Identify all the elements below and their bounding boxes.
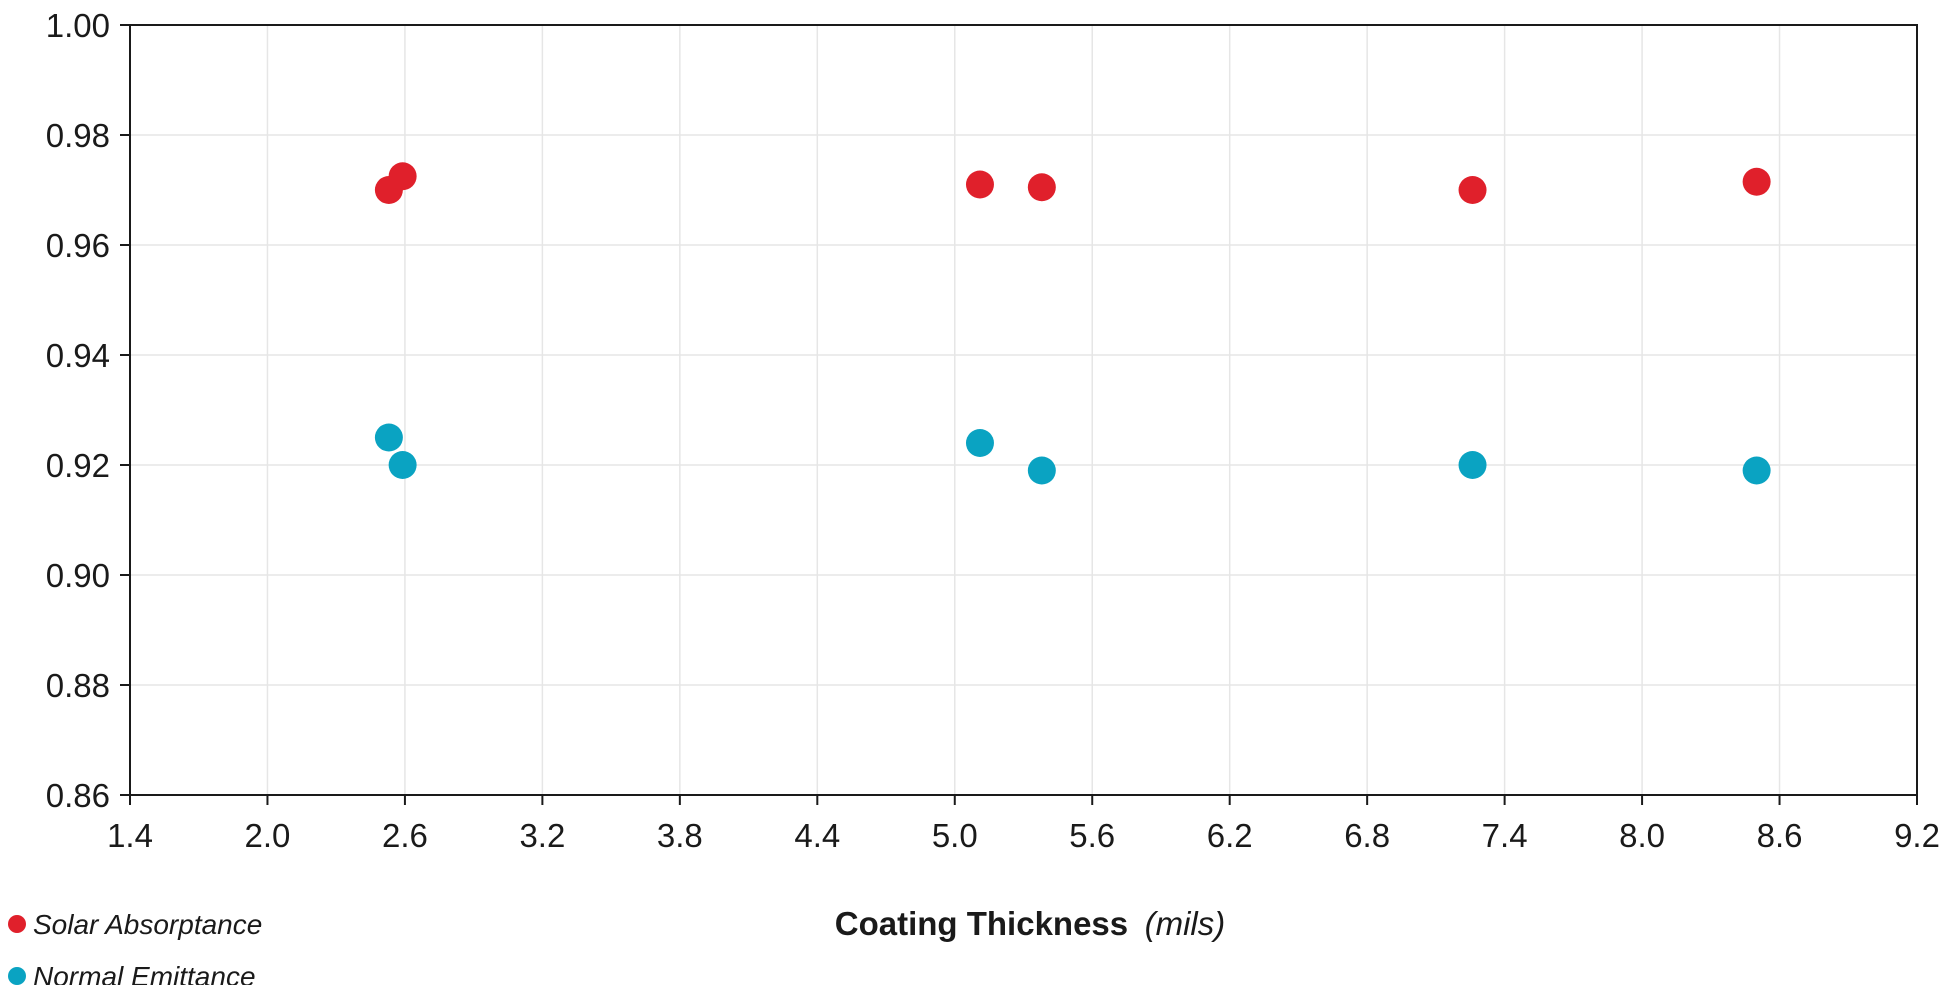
data-point [374,423,403,452]
series-normal-emittance [374,423,1771,485]
y-tick-label: 0.94 [46,337,110,374]
data-point [1742,456,1771,485]
data-point [965,429,994,457]
grid [129,24,1918,796]
x-tick-label: 6.2 [1207,817,1253,854]
data-points [374,162,1771,485]
y-tick-label: 0.90 [46,557,110,594]
legend: Solar Absorptance Normal Emittance [8,909,262,985]
plot-frame [129,24,1918,796]
x-axis-label-main: Coating Thickness [835,905,1128,942]
y-tick-label: 0.98 [46,117,110,154]
series-solar-absorptance [374,162,1771,204]
x-axis-label-unit: (mils) [1145,905,1226,942]
data-point [1458,451,1487,479]
x-axis-label: Coating Thickness (mils) [835,905,1225,942]
data-point [1027,456,1056,485]
x-tick-label: 7.4 [1482,817,1528,854]
x-tick-label: 2.6 [382,817,428,854]
legend-marker [8,915,26,933]
x-tick-label: 8.6 [1757,817,1803,854]
x-tick-label: 3.2 [519,817,565,854]
y-tick-label: 0.92 [46,447,110,484]
x-tick-label: 3.8 [657,817,703,854]
data-point [388,451,417,479]
data-point [965,170,994,199]
x-tick-label: 5.6 [1069,817,1115,854]
y-tick-label: 0.86 [46,777,110,814]
y-tick-label: 0.88 [46,667,110,704]
data-point [1458,176,1487,204]
x-tick-label: 5.0 [932,817,978,854]
legend-marker [8,967,26,985]
axes [129,24,1918,796]
x-axis-ticks: 1.4 2.0 2.6 3.2 3.8 4.4 5.0 5.6 6.2 6.8 7.4 8.0 8.6 9… [107,795,1940,854]
x-tick-label: 6.8 [1344,817,1390,854]
x-tick-label: 4.4 [794,817,840,854]
x-tick-label: 9.2 [1894,817,1940,854]
x-tick-label: 8.0 [1619,817,1665,854]
y-tick-label: 0.96 [46,227,110,264]
data-point [1027,173,1056,202]
x-tick-label: 1.4 [107,817,153,854]
y-tick-label: 1.00 [46,7,110,44]
x-tick-label: 2.0 [245,817,291,854]
legend-label: Normal Emittance [33,961,256,985]
legend-label: Solar Absorptance [33,909,262,940]
data-point [1742,167,1771,196]
data-point [388,162,417,191]
y-axis-ticks: 0.86 0.88 0.90 0.92 0.94 0.96 0.98 1.00 [46,7,130,814]
